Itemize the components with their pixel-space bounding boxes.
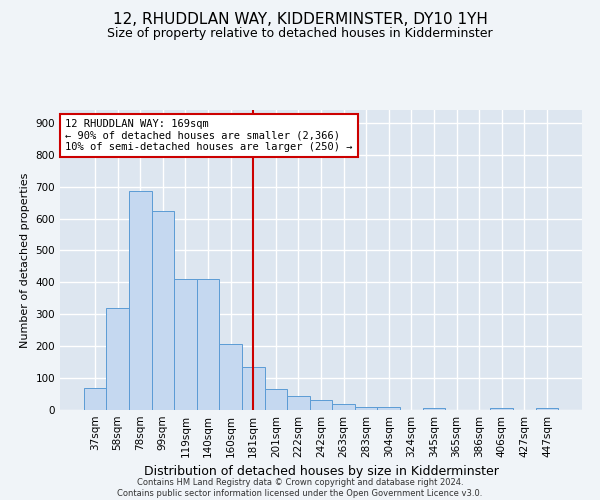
Text: Contains HM Land Registry data © Crown copyright and database right 2024.
Contai: Contains HM Land Registry data © Crown c… [118, 478, 482, 498]
Bar [152, 210, 174, 410]
Bar [197, 279, 220, 410]
X-axis label: Distribution of detached houses by size in Kidderminster: Distribution of detached houses by size … [143, 466, 499, 478]
Text: Size of property relative to detached houses in Kidderminster: Size of property relative to detached ho… [107, 28, 493, 40]
Bar [84, 388, 106, 410]
Bar [265, 390, 287, 410]
Bar [106, 308, 129, 410]
Bar [242, 367, 265, 410]
Bar [310, 400, 332, 410]
Bar [332, 404, 355, 410]
Bar [174, 279, 197, 410]
Bar [355, 407, 377, 410]
Text: 12, RHUDDLAN WAY, KIDDERMINSTER, DY10 1YH: 12, RHUDDLAN WAY, KIDDERMINSTER, DY10 1Y… [113, 12, 487, 28]
Text: 12 RHUDDLAN WAY: 169sqm
← 90% of detached houses are smaller (2,366)
10% of semi: 12 RHUDDLAN WAY: 169sqm ← 90% of detache… [65, 119, 353, 152]
Bar [287, 396, 310, 410]
Bar [422, 408, 445, 410]
Bar [220, 344, 242, 410]
Bar [377, 408, 400, 410]
Bar [490, 408, 513, 410]
Bar [129, 192, 152, 410]
Bar [536, 408, 558, 410]
Y-axis label: Number of detached properties: Number of detached properties [20, 172, 30, 348]
